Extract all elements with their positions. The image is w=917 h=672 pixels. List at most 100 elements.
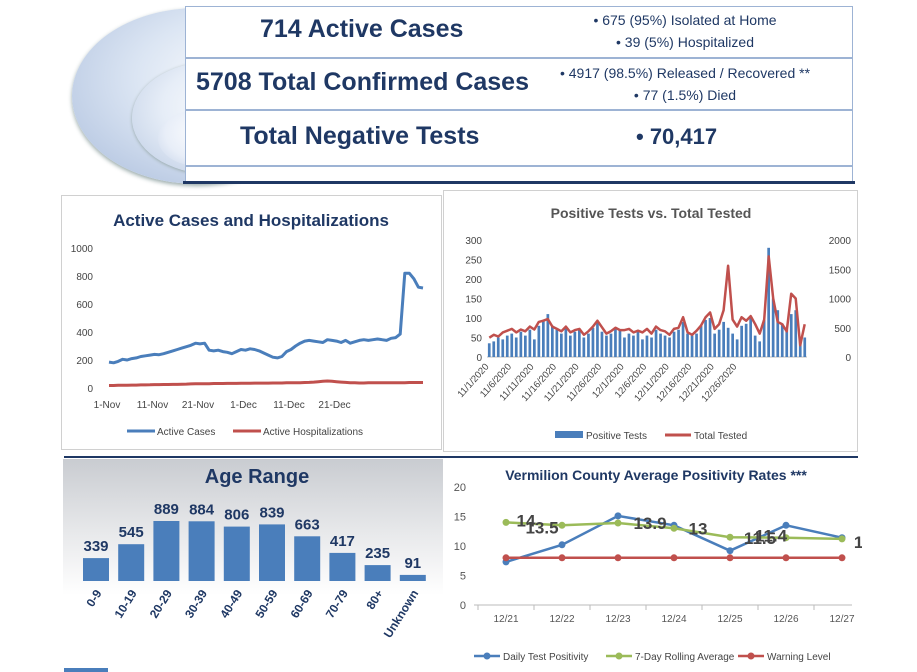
series-point-3	[614, 554, 622, 562]
bar-positive	[650, 337, 653, 357]
bar-positive	[749, 318, 752, 357]
legend-label-1: Positive Tests	[586, 431, 647, 442]
confirmed-note-recovered: • 4917 (98.5%) Released / Recovered **	[559, 65, 811, 81]
age-value-label: 889	[154, 501, 179, 518]
bar-positive	[627, 333, 631, 357]
bar-positive	[546, 314, 550, 357]
active-note-hospitalized: • 39 (5%) Hospitalized	[616, 34, 754, 50]
bar-positive	[803, 337, 807, 357]
y-tick-label: 0	[460, 600, 466, 612]
bar-positive	[596, 321, 599, 357]
series-point-3	[558, 554, 566, 562]
chart-title: Positive Tests vs. Total Tested	[551, 205, 752, 221]
series-point-1	[614, 512, 622, 520]
age-bar	[364, 565, 391, 581]
bar-positive	[663, 335, 667, 357]
age-bar	[259, 524, 285, 581]
bar-positive	[514, 337, 518, 357]
blank-row	[185, 166, 853, 182]
bar-positive	[641, 339, 644, 357]
rolling-avg-label: 14	[517, 511, 536, 530]
bar-positive	[600, 331, 604, 357]
bar-positive	[587, 333, 590, 357]
negative-tests-value: • 70,417	[636, 124, 718, 149]
x-tick-label: 12/25	[717, 614, 742, 625]
active-cases-panel	[61, 195, 442, 450]
legend-label-1: Daily Test Positivity	[503, 652, 588, 663]
bar-positive	[677, 329, 680, 357]
bar-positive	[632, 335, 635, 357]
positivity-rates-chart: Vermilion County Average Positivity Rate…	[454, 467, 862, 663]
age-range-chart: Age Range 339 545 889 884 806 839 663 417 235 91 0-…	[83, 466, 426, 640]
bar-positive	[681, 321, 685, 357]
age-bar	[153, 521, 180, 581]
y-right-tick-label: 2000	[829, 236, 852, 247]
age-bar	[83, 558, 109, 581]
chart-title: Age Range	[205, 466, 309, 488]
age-category-label: 0-9	[83, 587, 104, 609]
active-cases-chart: Active Cases and Hospitalizations 0 200 400…	[71, 211, 424, 438]
x-tick-label: 11-Dec	[273, 400, 305, 411]
bar-positive	[789, 314, 793, 357]
bar-positive	[578, 329, 581, 357]
age-value-label: 235	[365, 545, 390, 562]
series-point-1	[726, 547, 734, 555]
age-bar	[399, 574, 426, 581]
y-right-tick-label: 1500	[829, 265, 852, 276]
rolling-avg-label: 11.4	[755, 527, 788, 546]
bar-positive	[487, 343, 491, 357]
bar-positive	[686, 333, 689, 357]
chart-title: Active Cases and Hospitalizations	[113, 211, 389, 230]
bar-positive	[569, 335, 572, 357]
age-bar	[188, 521, 215, 581]
series-point-3	[838, 554, 846, 562]
series-point-2	[726, 533, 734, 541]
bar-positive	[695, 333, 698, 357]
x-tick-label: 12/26	[773, 614, 798, 625]
rolling-avg-label: 13.9	[633, 514, 666, 533]
bar-positive	[533, 339, 536, 357]
confirmed-cases-row	[185, 58, 853, 110]
y-tick-label: 600	[76, 300, 93, 311]
series-point-1	[558, 541, 566, 549]
age-category-label: 80+	[363, 587, 386, 612]
y-tick-label: 0	[87, 384, 93, 395]
legend-label-2: Active Hospitalizations	[263, 427, 363, 438]
bar-positive	[767, 247, 770, 357]
bar-positive	[636, 331, 640, 357]
legend-marker-2	[615, 652, 623, 660]
series-point-1	[782, 521, 790, 529]
y-tick-label: 20	[454, 482, 466, 494]
bar-positive	[717, 329, 721, 357]
bar-positive	[726, 327, 730, 358]
bar-positive	[758, 341, 761, 357]
confirmed-cases-title: 5708 Total Confirmed Cases	[196, 68, 529, 96]
y-tick-label: 800	[76, 272, 93, 283]
y-tick-label: 15	[454, 512, 466, 524]
bar-positive	[785, 329, 789, 357]
age-category-label: 30-39	[182, 587, 210, 621]
y-tick-label: 200	[76, 356, 93, 367]
bar-positive	[744, 323, 748, 357]
x-tick-label: 12/23	[605, 614, 630, 625]
age-bar	[223, 526, 250, 581]
bar-positive	[537, 325, 541, 357]
bar-positive	[618, 329, 622, 357]
bar-positive	[776, 310, 780, 357]
x-tick-label: 12/27	[829, 614, 854, 625]
negative-tests-row	[185, 110, 853, 166]
bar-positive	[542, 319, 545, 357]
age-category-label: 20-29	[147, 587, 175, 621]
bar-positive	[762, 319, 766, 357]
bar-positive	[645, 335, 649, 357]
bar-positive	[496, 337, 500, 357]
x-tick-label: 21-Dec	[318, 400, 350, 411]
bar-positive	[659, 333, 662, 357]
bar-positive	[699, 325, 703, 357]
positive-tests-chart: Positive Tests vs. Total Tested 0 50 100 150…	[455, 205, 852, 442]
bar-positive	[551, 325, 554, 357]
series-line-2	[109, 379, 423, 387]
bar-positive	[668, 337, 671, 357]
x-tick-label: 1-Nov	[94, 400, 121, 411]
age-value-label: 663	[295, 516, 320, 533]
